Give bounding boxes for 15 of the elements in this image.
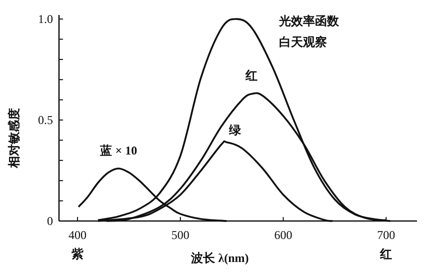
x-tick-label: 700 [377, 228, 396, 242]
text: 红 [379, 247, 392, 261]
y-tick-label: 1.0 [38, 12, 53, 26]
x-tick-label: 500 [171, 228, 190, 242]
y-tick-label: 0.5 [38, 113, 53, 128]
series-label: 绿 [228, 123, 242, 138]
series-label: 蓝 × 10 [99, 143, 138, 158]
series-label: 红 [244, 68, 258, 83]
y-tick-label: 0 [47, 214, 53, 228]
y-axis-title: 相对敏感度 [7, 108, 21, 169]
x-tick-label: 600 [274, 228, 292, 242]
series-label: 光效率函数白天观察 [278, 14, 340, 50]
x-axis-title: 波长 λ(nm) [190, 251, 249, 265]
x-tick-label: 400 [68, 228, 87, 242]
text: 紫 [70, 247, 84, 261]
